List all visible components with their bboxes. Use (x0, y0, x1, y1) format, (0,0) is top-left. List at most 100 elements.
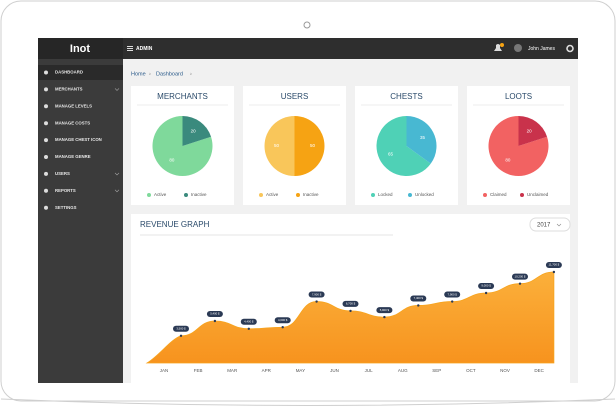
value-pill (512, 273, 528, 280)
month-label: DEC (534, 368, 544, 373)
slice-label: 80 (169, 158, 175, 163)
pie-slice (264, 116, 295, 176)
slice-label: 50 (274, 143, 280, 148)
month-label: OCT (466, 368, 476, 373)
month-label: JUL (365, 368, 373, 373)
laptop-base (0, 398, 616, 406)
menu-item[interactable]: MANAGE LEVELS (55, 103, 92, 108)
avatar[interactable] (514, 44, 522, 52)
menu-item[interactable]: MANAGE COSTS (55, 120, 90, 125)
user-name[interactable]: John James (528, 46, 555, 52)
breadcrumb[interactable]: Home (131, 71, 146, 77)
data-point (315, 300, 318, 303)
month-label: FEB (194, 368, 203, 373)
card-title: LOOTS (505, 92, 532, 101)
month-label: JUN (330, 368, 339, 373)
data-point (552, 270, 556, 274)
slice-label: 80 (505, 158, 511, 163)
month-label: APR (262, 368, 272, 373)
card-title: USERS (281, 92, 309, 101)
legend-dot (296, 193, 300, 197)
legend-dot (408, 193, 412, 197)
slice-label: 35 (420, 135, 426, 140)
pie-slice (406, 116, 437, 164)
camera (303, 21, 311, 29)
value-label: 5,900 $ (380, 308, 390, 312)
value-label: 7,400 $ (414, 296, 424, 300)
value-pill (173, 325, 189, 332)
notification-badge (500, 43, 504, 47)
value-label: 5,400 $ (210, 312, 220, 316)
legend-dot (184, 193, 188, 197)
pie-slice (518, 116, 548, 146)
value-label: 3,500 $ (176, 327, 186, 331)
value-pill (376, 307, 393, 314)
slice-label: 20 (191, 129, 197, 134)
menu-icon (44, 171, 48, 176)
value-pill (308, 291, 325, 298)
legend-label: Unclaimed (527, 192, 549, 197)
expand-arrow (114, 189, 120, 193)
legend-label: Inactive (191, 192, 207, 197)
value-label: 4,400 $ (244, 320, 254, 324)
logo-area (38, 38, 123, 59)
data-point (179, 334, 183, 337)
notification-icon[interactable] (494, 44, 502, 51)
data-point (349, 309, 352, 313)
menu-icon (44, 70, 48, 75)
slice-label: 20 (527, 129, 533, 134)
menu-item[interactable]: REPORTS (55, 188, 76, 193)
pie-slice (182, 116, 212, 146)
menu-item[interactable]: DASHBOARD (55, 70, 83, 75)
breadcrumb-sep: › (149, 71, 151, 77)
menu-item[interactable]: MANAGE GENRE (55, 154, 91, 159)
value-pill (410, 295, 427, 302)
month-label: SEP (432, 368, 441, 373)
year-select[interactable] (529, 217, 571, 232)
value-label: 4,600 $ (278, 318, 288, 322)
slice-label: 65 (388, 151, 394, 156)
year-label[interactable]: 2017 (537, 223, 551, 229)
data-point (247, 327, 250, 330)
data-point (281, 326, 284, 329)
legend-label: Locked (378, 192, 393, 197)
menu-item[interactable]: MERCHANTS (55, 87, 83, 92)
menu-icon-line (127, 48, 133, 49)
sidebar-active (38, 65, 123, 80)
menu-icon (44, 121, 48, 126)
pie-slice (294, 116, 325, 176)
legend-dot (520, 193, 524, 197)
data-point (518, 282, 522, 285)
menu-item[interactable]: MANAGE CHEST ICON (55, 137, 102, 142)
legend-label: Claimed (490, 192, 507, 197)
menu-item[interactable]: SETTINGS (55, 205, 77, 210)
data-point (213, 319, 217, 323)
menu-icon-line (127, 50, 133, 51)
value-pill (545, 262, 562, 268)
value-label: 9,000 $ (481, 284, 491, 288)
expand-arrow (114, 88, 120, 91)
menu-icon (44, 188, 48, 193)
month-label: MAY (296, 368, 305, 373)
value-pill (342, 300, 359, 307)
dropdown-arrow (556, 223, 562, 227)
menu-icon (44, 155, 48, 159)
legend-label: Inactive (303, 192, 319, 197)
legend-label: Unlocked (415, 192, 434, 197)
month-label: MAR (227, 368, 238, 373)
value-label: 6,700 $ (346, 302, 356, 306)
value-label: 10,200 $ (515, 274, 526, 278)
month-label: NOV (500, 368, 510, 373)
value-pill (478, 283, 495, 289)
menu-item[interactable]: USERS (55, 171, 70, 176)
breadcrumb[interactable]: Dashboard (156, 71, 183, 77)
menu-icon[interactable] (127, 46, 133, 47)
section-label: ADMIN (136, 46, 153, 52)
data-point (417, 304, 420, 307)
settings-icon[interactable] (566, 44, 574, 53)
menu-icon (44, 138, 48, 143)
legend-dot (147, 193, 151, 197)
legend-dot (483, 193, 487, 197)
